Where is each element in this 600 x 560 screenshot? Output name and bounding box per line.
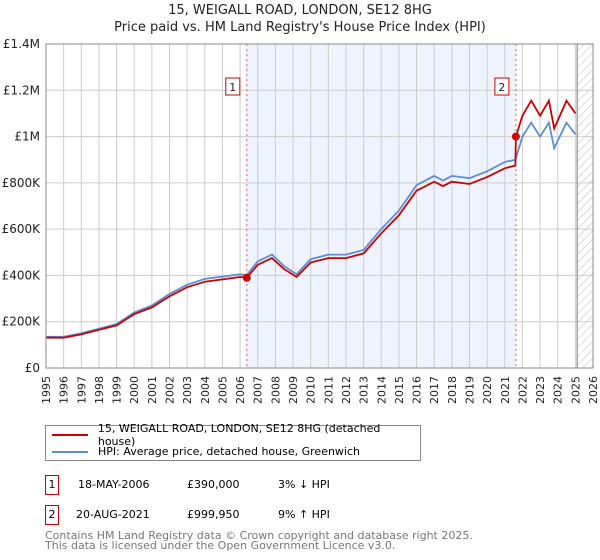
x-tick-label: 1995 [40, 376, 53, 404]
legend-label: HPI: Average price, detached house, Gree… [98, 445, 361, 458]
y-tick-label: £0 [25, 361, 40, 375]
transaction-date: 18-MAY-2006 [78, 478, 150, 491]
x-tick-label: 2013 [358, 376, 371, 404]
plot-area: 1995 1996 1997 1998 1999 2000 2001 2002 2003 2004… [2, 37, 600, 404]
x-tick-label: 1999 [111, 376, 124, 404]
future-hatch [577, 44, 593, 368]
series-line [46, 98, 577, 339]
x-tick-label: 2009 [287, 376, 300, 404]
x-tick-label: 1998 [93, 376, 106, 404]
y-tick-label: £1M [14, 130, 40, 144]
transaction-row: 2 20-AUG-2021 £999,950 9% ↑ HPI [45, 505, 445, 525]
x-tick-label: 2024 [552, 376, 565, 404]
y-tick-label: £1.2M [3, 83, 40, 97]
legend: 15, WEIGALL ROAD, LONDON, SE12 8HG (deta… [45, 422, 421, 461]
series-line [46, 120, 577, 338]
transaction-row: 1 18-MAY-2006 £390,000 3% ↓ HPI [45, 475, 445, 495]
sale-point [242, 273, 251, 282]
y-tick-label: £400K [2, 268, 42, 282]
chart-subtitle: Price paid vs. HM Land Registry's House … [114, 20, 486, 35]
x-tick-label: 2019 [463, 376, 476, 404]
legend-swatch-red [52, 433, 88, 436]
footer-line: This data is licensed under the Open Gov… [45, 539, 396, 552]
x-tick-label: 2023 [534, 376, 547, 404]
footer-line: Contains HM Land Registry data © Crown c… [45, 529, 473, 542]
x-tick-label: 2016 [411, 376, 424, 404]
legend-item-hpi: HPI: Average price, detached house, Gree… [52, 443, 360, 460]
y-tick-label: £800K [2, 176, 42, 190]
sale-label-box [225, 77, 241, 96]
y-tick-label: £600K [2, 222, 42, 236]
transaction-hpi: 3% ↓ HPI [278, 478, 330, 491]
legend-swatch-blue [52, 450, 88, 453]
x-tick-label: 2005 [216, 376, 229, 404]
x-tick-label: 2007 [252, 376, 265, 404]
plot-border [45, 43, 594, 369]
x-tick-label: 2025 [569, 376, 582, 404]
x-tick-label: 2026 [587, 376, 600, 404]
sale-label-box [494, 77, 510, 96]
sale-label: 2 [498, 81, 505, 94]
y-tick-label: £1.4M [3, 37, 40, 51]
x-tick-label: 1996 [58, 376, 71, 404]
x-tick-label: 2003 [181, 376, 194, 404]
x-tick-label: 2000 [128, 376, 141, 404]
x-tick-label: 2004 [199, 376, 212, 404]
x-tick-label: 2017 [428, 376, 441, 404]
x-tick-label: 2021 [499, 376, 512, 404]
x-tick-label: 2006 [234, 376, 247, 404]
transaction-date: 20-AUG-2021 [76, 508, 150, 521]
legend-label: 15, WEIGALL ROAD, LONDON, SE12 8HG (deta… [97, 421, 381, 448]
transaction-price: £390,000 [187, 478, 240, 491]
marker-badge: 2 [45, 505, 59, 525]
legend-item-property: 15, WEIGALL ROAD, LONDON, SE12 8HG (deta… [52, 422, 420, 448]
transaction-hpi: 9% ↑ HPI [278, 508, 330, 521]
x-tick-label: 2014 [375, 376, 388, 404]
x-tick-label: 2008 [269, 376, 282, 404]
x-tick-label: 2011 [322, 376, 335, 404]
x-tick-label: 2002 [164, 376, 177, 404]
x-tick-label: 2020 [481, 376, 494, 404]
chart-title: 15, WEIGALL ROAD, LONDON, SE12 8HG [168, 3, 432, 18]
transaction-price: £999,950 [187, 508, 240, 521]
x-tick-label: 2022 [516, 376, 529, 404]
sale-point [511, 132, 520, 141]
x-tick-label: 2001 [146, 376, 159, 404]
footer: Contains HM Land Registry data © Crown c… [45, 529, 473, 552]
x-tick-label: 2018 [446, 376, 459, 404]
sale-label: 1 [229, 81, 236, 94]
x-tick-label: 2015 [393, 376, 406, 404]
y-tick-label: £200K [2, 315, 42, 329]
x-tick-label: 2012 [340, 376, 353, 404]
marker-badge: 1 [45, 475, 59, 495]
x-tick-label: 2010 [305, 376, 318, 404]
x-tick-label: 1997 [75, 376, 88, 404]
